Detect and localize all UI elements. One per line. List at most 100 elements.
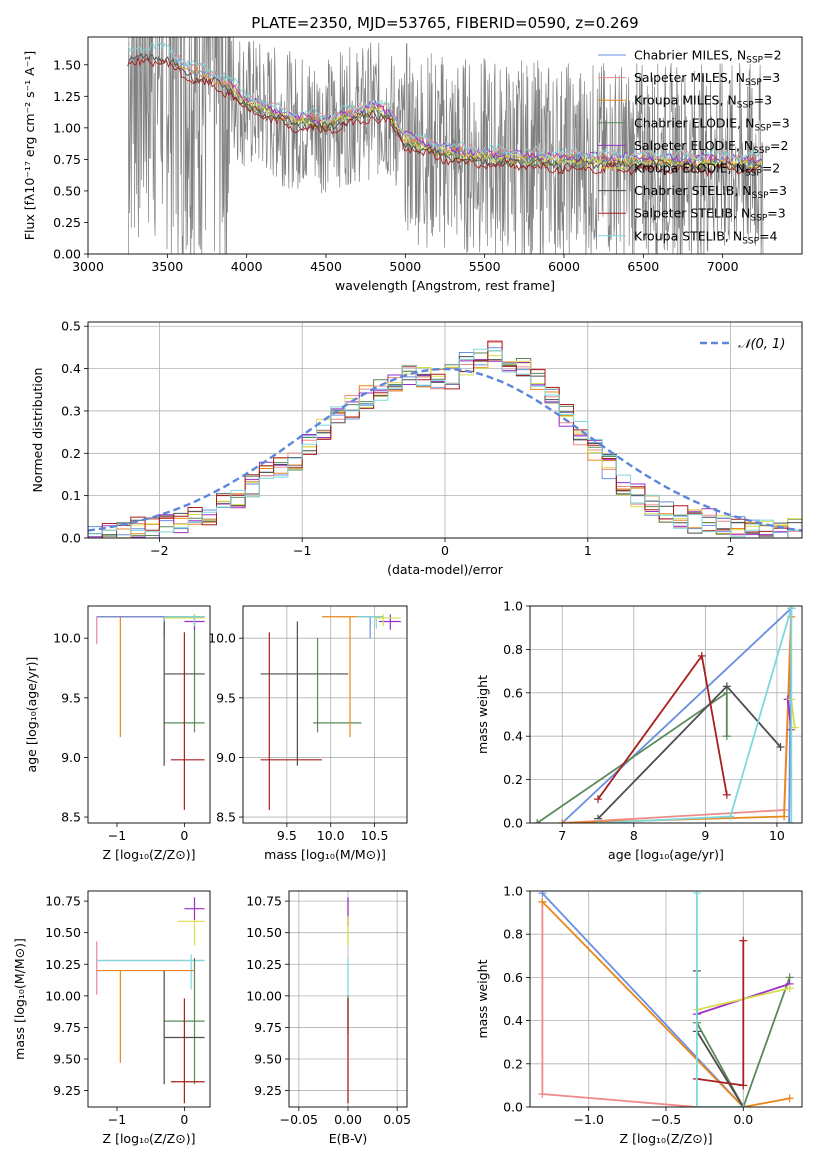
x-tick-label: 10.0 bbox=[317, 828, 345, 843]
legend-entry: Kroupa STELIB, NSSP=4 bbox=[634, 228, 778, 246]
legend-entry: Chabrier ELODIE, NSSP=3 bbox=[634, 115, 790, 133]
y-tick-label: 0.6 bbox=[503, 970, 523, 985]
x-tick-label: 4500 bbox=[310, 259, 342, 274]
observed-spectrum bbox=[128, 37, 764, 254]
y-tick-label: 1.00 bbox=[53, 120, 81, 135]
plot-area bbox=[260, 614, 401, 810]
y-tick-label: 0.3 bbox=[61, 403, 81, 418]
y-tick-label: 0.4 bbox=[61, 361, 81, 376]
x-tick-label: 0 bbox=[441, 543, 449, 558]
residual-histogram-panel: −2 −1 0 1 2 0.0 0.1 0.2 0.3 0.4 0.5 (data-model)/er… bbox=[30, 319, 803, 577]
axes-frame bbox=[529, 605, 803, 824]
weight-series-chabrier_elodie bbox=[536, 691, 728, 823]
y-tick-label: 0.0 bbox=[61, 531, 81, 546]
x-tick-label: 4000 bbox=[231, 259, 263, 274]
legend-entry: Chabrier MILES, NSSP=2 bbox=[634, 48, 782, 66]
y-tick-label: 10.25 bbox=[45, 957, 81, 972]
age-vs-metallicity-panel: −1 0 8.5 9.0 9.5 10.0 Z [log₁₀(Z/Z⊙)] age [log₁… bbox=[24, 605, 211, 862]
y-axis-label: age [log₁₀(age/yr)] bbox=[24, 657, 39, 773]
x-axis-label: Z [log₁₀(Z/Z⊙)] bbox=[620, 1131, 713, 1146]
axes-frame bbox=[87, 321, 803, 539]
legend-entry: Salpeter MILES, NSSP=3 bbox=[634, 70, 780, 88]
x-tick-label: 2 bbox=[727, 543, 735, 558]
x-tick-label: 0.05 bbox=[383, 1112, 411, 1127]
y-tick-label: 0.0 bbox=[503, 1100, 523, 1115]
legend-entry: Chabrier STELIB, NSSP=3 bbox=[634, 183, 787, 201]
legend-entry: Salpeter STELIB, NSSP=3 bbox=[634, 206, 786, 224]
y-tick-label: 1.0 bbox=[503, 884, 523, 899]
y-axis-label: mass weight bbox=[475, 675, 490, 754]
y-axis-label: Normed distribution bbox=[30, 368, 45, 493]
model-fit-chabrier_elodie bbox=[230, 84, 763, 172]
y-tick-label: 9.25 bbox=[53, 1083, 81, 1098]
y-tick-label: 10.75 bbox=[246, 894, 282, 909]
weight-series-salpeter_stelib bbox=[597, 653, 728, 800]
weight-series-chabrier_miles bbox=[541, 892, 744, 1107]
x-tick-label: 6000 bbox=[548, 259, 580, 274]
y-tick-label: 8.5 bbox=[216, 810, 236, 825]
x-tick-label: −2 bbox=[150, 543, 168, 558]
weight-series-kroupa_stelib bbox=[597, 607, 793, 823]
x-tick-label: 5500 bbox=[469, 259, 501, 274]
model-fit-kroupa_stelib bbox=[128, 42, 761, 162]
x-tick-label: 1 bbox=[584, 543, 592, 558]
y-tick-label: 1.25 bbox=[53, 89, 81, 104]
weight-series-chabrier_stelib bbox=[597, 684, 782, 820]
weight-series-chabrier_stelib bbox=[696, 970, 745, 1107]
y-tick-label: 1.0 bbox=[503, 599, 523, 614]
mass-vs-metallicity-panel: −1 0 9.25 9.50 9.75 10.00 10.25 10.50 10.75 Z [lo… bbox=[12, 890, 211, 1146]
y-tick-label: 0.1 bbox=[61, 488, 81, 503]
x-axis-label: Z [log₁₀(Z/Z⊙)] bbox=[103, 1131, 196, 1146]
weight-series-kroupa_miles bbox=[541, 901, 790, 1107]
weight-series-chabrier_miles bbox=[561, 606, 793, 823]
plot-area bbox=[127, 37, 764, 254]
x-tick-label: 0 bbox=[180, 1112, 188, 1127]
x-axis-label: Z [log₁₀(Z/Z⊙)] bbox=[103, 847, 196, 862]
axes-frame bbox=[87, 36, 803, 255]
x-axis-label: mass [log₁₀(M/M⊙)] bbox=[264, 847, 386, 862]
x-tick-label: 7 bbox=[558, 828, 566, 843]
x-tick-label: −0.5 bbox=[651, 1112, 681, 1127]
axes-frame bbox=[87, 890, 211, 1108]
y-tick-label: 0.4 bbox=[503, 729, 523, 744]
x-tick-label: 6500 bbox=[627, 259, 659, 274]
x-tick-label: 8 bbox=[630, 828, 638, 843]
y-tick-label: 9.75 bbox=[53, 1020, 81, 1035]
y-tick-label: 9.0 bbox=[61, 750, 81, 765]
y-tick-label: 9.5 bbox=[216, 690, 236, 705]
y-axis-label: Flux [fλ10⁻¹⁷ erg cm⁻² s⁻¹ A⁻¹] bbox=[22, 51, 37, 240]
y-tick-label: 9.50 bbox=[254, 1052, 282, 1067]
x-tick-label: 3000 bbox=[72, 259, 104, 274]
weight-vs-metallicity-panel: −1.0 −0.5 0.0 0.0 0.2 0.4 0.6 0.8 1.0 Z [log₁₀(Z/… bbox=[475, 884, 803, 1146]
y-tick-label: 0.50 bbox=[53, 183, 81, 198]
y-tick-label: 9.50 bbox=[53, 1052, 81, 1067]
y-tick-label: 0.6 bbox=[503, 685, 523, 700]
weight-series-chabrier_elodie bbox=[696, 977, 791, 1107]
x-tick-label: −1 bbox=[293, 543, 311, 558]
legend-entry: Kroupa ELODIE, NSSP=2 bbox=[634, 161, 780, 179]
y-tick-label: 10.0 bbox=[208, 631, 236, 646]
axes-frame bbox=[242, 605, 408, 824]
y-tick-label: 0.0 bbox=[503, 816, 523, 831]
x-axis-label: age [log₁₀(age/yr)] bbox=[608, 847, 724, 862]
plot-area bbox=[96, 614, 205, 810]
x-tick-label: −1 bbox=[108, 1112, 126, 1127]
model-fit-salpeter_stelib bbox=[128, 56, 761, 178]
axes-frame bbox=[87, 605, 211, 824]
plot-area bbox=[538, 891, 794, 1107]
y-tick-label: 0.75 bbox=[53, 152, 81, 167]
x-tick-label: 9.5 bbox=[277, 828, 297, 843]
age-vs-mass-panel: 9.5 10.0 10.5 8.5 9.0 9.5 10.0 mass [log₁₀(M/M⊙… bbox=[208, 605, 408, 862]
y-tick-label: 10.0 bbox=[53, 631, 81, 646]
x-tick-label: 10.5 bbox=[361, 828, 389, 843]
residual-histogram-kroupa_stelib bbox=[88, 348, 802, 538]
y-tick-label: 0.5 bbox=[61, 319, 81, 334]
x-tick-label: 0.00 bbox=[334, 1112, 362, 1127]
y-tick-label: 10.00 bbox=[246, 988, 282, 1003]
x-axis-label: wavelength [Angstrom, rest frame] bbox=[335, 278, 555, 293]
x-tick-label: 7000 bbox=[707, 259, 739, 274]
y-tick-label: 0.8 bbox=[503, 927, 523, 942]
plot-area bbox=[533, 606, 799, 823]
model-fit-salpeter_elodie bbox=[230, 80, 763, 166]
